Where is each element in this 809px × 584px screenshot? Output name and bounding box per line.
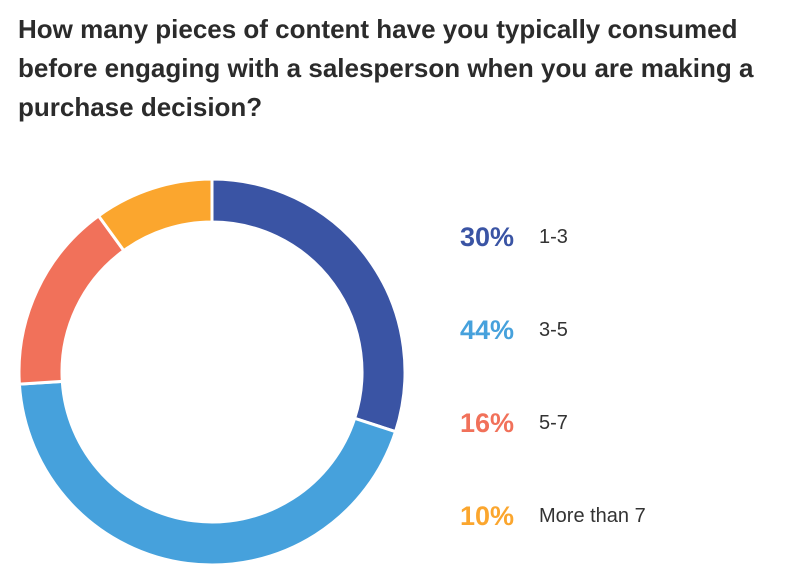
legend-label: More than 7 — [539, 505, 646, 527]
chart-legend: 30% 1-3 44% 3-5 16% 5-7 10% More than 7 — [460, 212, 800, 584]
legend-item: 44% 3-5 — [460, 305, 800, 398]
legend-item: 30% 1-3 — [460, 212, 800, 305]
legend-value: 44% — [460, 315, 515, 345]
legend-value: 30% — [460, 222, 515, 252]
legend-value: 10% — [460, 501, 515, 531]
legend-label: 3-5 — [539, 319, 568, 341]
legend-value: 16% — [460, 408, 515, 438]
chart-title: How many pieces of content have you typi… — [18, 14, 754, 122]
legend-label: 5-7 — [539, 412, 568, 434]
legend-item: 10% More than 7 — [460, 491, 800, 584]
donut-slices — [17, 177, 407, 567]
donut-slice — [17, 379, 398, 567]
donut-slice — [17, 213, 126, 386]
donut-slice — [96, 177, 214, 253]
legend-label: 1-3 — [539, 226, 568, 248]
donut-slice — [210, 177, 407, 434]
legend-item: 16% 5-7 — [460, 398, 800, 491]
